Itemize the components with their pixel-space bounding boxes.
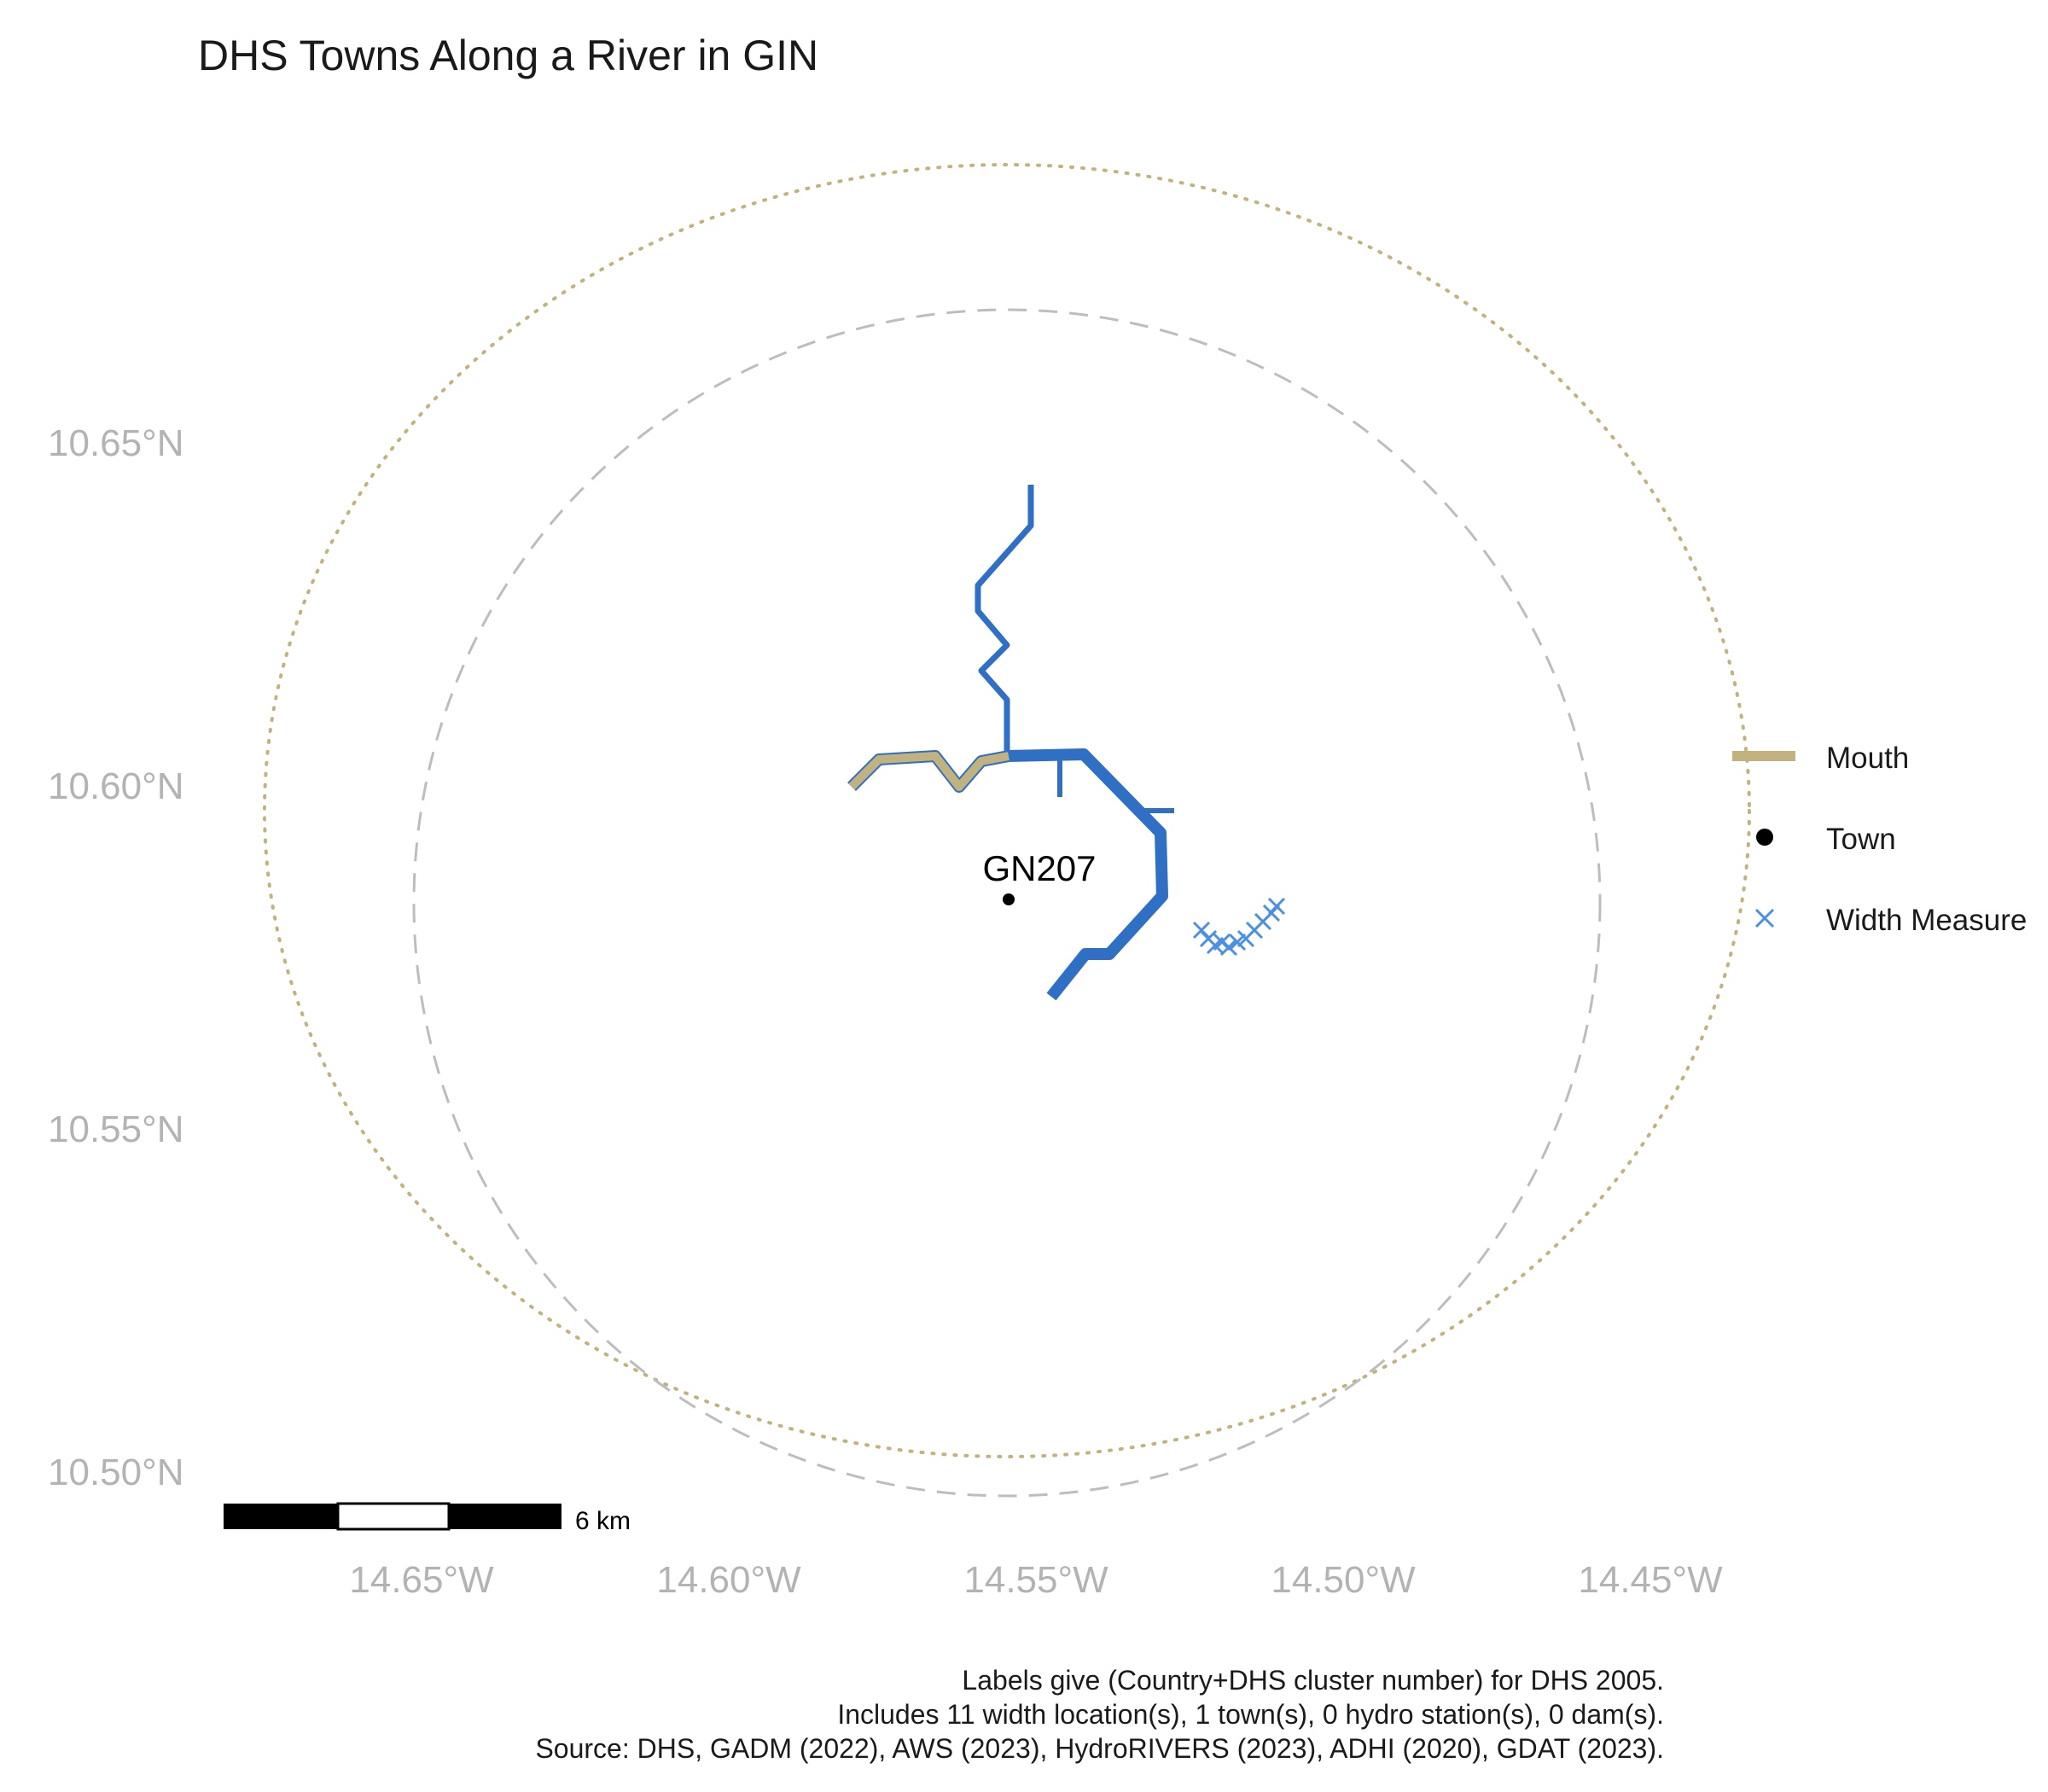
scale-bar-label: 6 km (575, 1507, 631, 1535)
caption-line: Source: DHS, GADM (2022), AWS (2023), Hy… (535, 1733, 1664, 1764)
x-tick-label: 14.50°W (1271, 1559, 1416, 1601)
river-mouth-fill (848, 752, 1009, 791)
y-tick-label: 10.60°N (48, 765, 183, 807)
legend-label-width-measure: Width Measure (1826, 904, 2027, 937)
caption-line: Includes 11 width location(s), 1 town(s)… (837, 1699, 1664, 1730)
scale-bar-segment (449, 1504, 561, 1529)
scale-bar: 6 km (224, 1502, 631, 1535)
caption: Labels give (Country+DHS cluster number)… (535, 1665, 1664, 1764)
legend-width-swatch (1754, 908, 1775, 928)
x-tick-label: 14.60°W (656, 1559, 801, 1601)
dashed-buffer-circle (412, 308, 1602, 1498)
dotted-buffer-circle (263, 163, 1751, 1458)
y-axis-labels: 10.65°N 10.60°N 10.55°N 10.50°N (48, 422, 183, 1493)
scale-bar-segment (224, 1504, 338, 1529)
width-measure-marker (1219, 938, 1238, 957)
width-measures (1192, 897, 1286, 957)
legend: Mouth Town Width Measure (1732, 742, 2027, 937)
legend-label-town: Town (1826, 823, 1896, 856)
town-dot (1003, 893, 1015, 905)
legend-label-mouth: Mouth (1826, 742, 1909, 775)
width-measure-marker (1267, 897, 1286, 916)
legend-town-swatch (1756, 829, 1773, 846)
x-tick-label: 14.65°W (349, 1559, 494, 1601)
town-label: GN207 (982, 848, 1096, 888)
y-tick-label: 10.65°N (48, 422, 183, 464)
map-title: DHS Towns Along a River in GIN (198, 32, 818, 79)
y-tick-label: 10.55°N (48, 1108, 183, 1150)
river-network (975, 485, 1174, 1001)
scale-bar-segment (336, 1502, 451, 1531)
x-tick-label: 14.45°W (1578, 1559, 1723, 1601)
river-tributary-north (975, 485, 1034, 756)
caption-line: Labels give (Country+DHS cluster number)… (962, 1665, 1664, 1696)
river-main-channel (1006, 748, 1168, 1001)
y-tick-label: 10.50°N (48, 1452, 183, 1493)
river-mouth (847, 750, 1010, 793)
x-tick-label: 14.55°W (963, 1559, 1108, 1601)
x-axis-labels: 14.65°W 14.60°W 14.55°W 14.50°W 14.45°W (349, 1559, 1723, 1601)
